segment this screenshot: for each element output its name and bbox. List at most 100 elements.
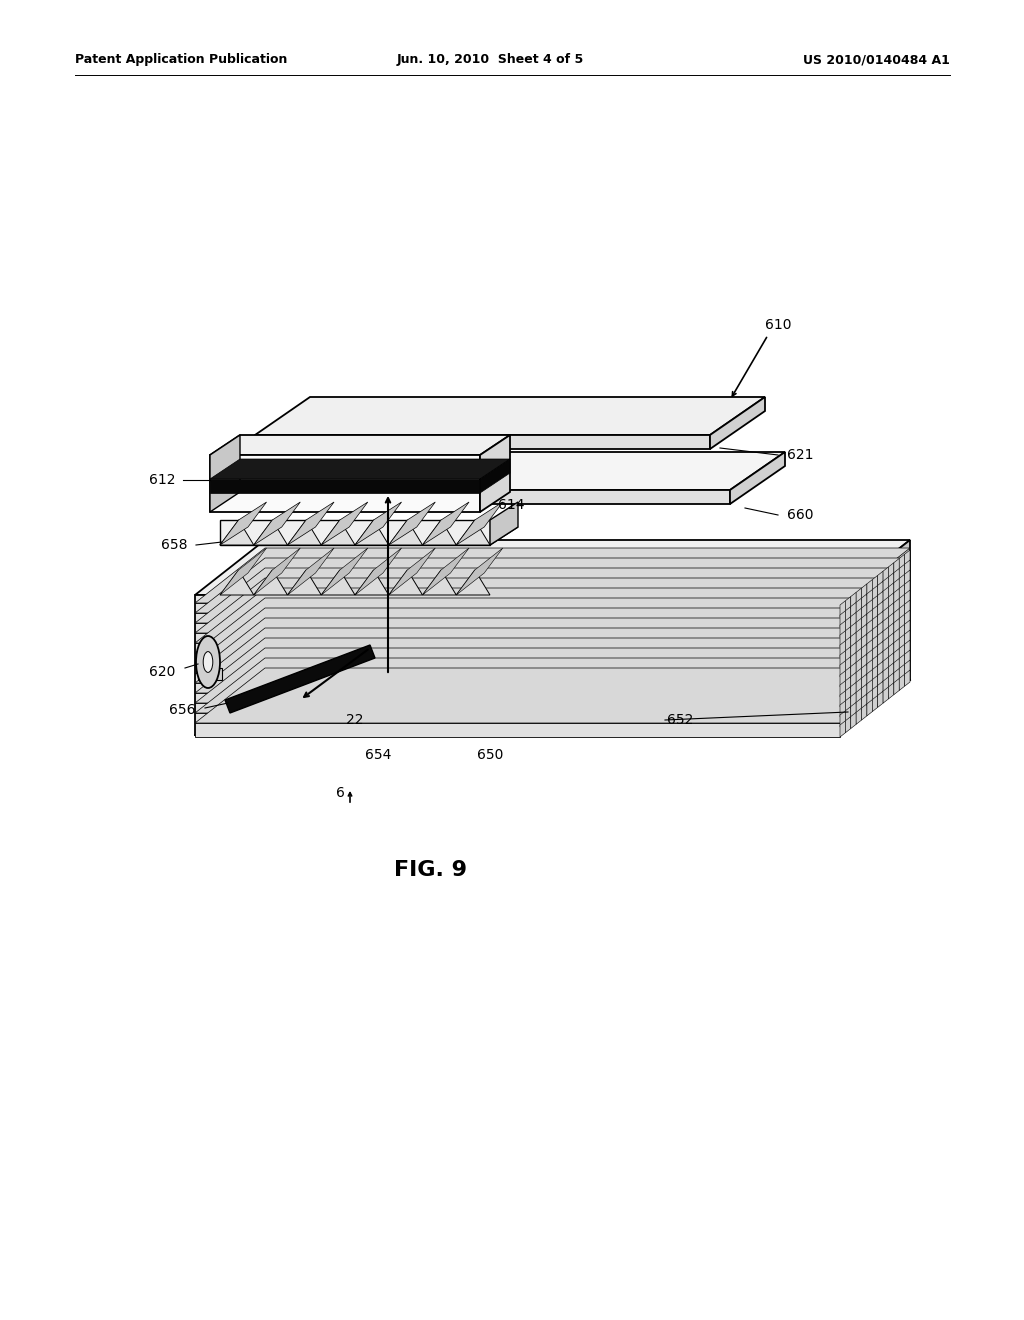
Polygon shape xyxy=(322,548,368,595)
Polygon shape xyxy=(867,649,872,665)
Polygon shape xyxy=(872,576,878,591)
Text: 660: 660 xyxy=(786,508,813,521)
Polygon shape xyxy=(904,550,910,566)
Polygon shape xyxy=(856,708,861,725)
Polygon shape xyxy=(220,520,254,545)
Polygon shape xyxy=(872,615,878,631)
Polygon shape xyxy=(883,647,889,663)
Polygon shape xyxy=(423,570,457,595)
Polygon shape xyxy=(840,721,846,737)
Polygon shape xyxy=(867,610,872,626)
Text: 612: 612 xyxy=(148,473,175,487)
Text: 650: 650 xyxy=(477,748,503,762)
Polygon shape xyxy=(840,631,846,647)
Polygon shape xyxy=(457,570,490,595)
Polygon shape xyxy=(195,612,840,627)
Polygon shape xyxy=(904,630,910,647)
Polygon shape xyxy=(288,570,322,595)
Polygon shape xyxy=(851,702,856,718)
Polygon shape xyxy=(899,574,904,590)
Polygon shape xyxy=(872,585,878,602)
Polygon shape xyxy=(899,655,904,671)
Polygon shape xyxy=(195,598,910,653)
Polygon shape xyxy=(889,603,894,619)
Polygon shape xyxy=(195,723,840,737)
Polygon shape xyxy=(840,651,846,667)
Polygon shape xyxy=(389,570,423,595)
Polygon shape xyxy=(220,502,266,545)
Polygon shape xyxy=(883,667,889,684)
Polygon shape xyxy=(851,682,856,698)
Polygon shape xyxy=(878,631,883,647)
Polygon shape xyxy=(867,660,872,676)
Polygon shape xyxy=(856,589,861,605)
Polygon shape xyxy=(840,701,846,717)
Polygon shape xyxy=(872,676,878,692)
Polygon shape xyxy=(851,713,856,729)
Polygon shape xyxy=(490,502,518,545)
Polygon shape xyxy=(889,632,894,649)
Polygon shape xyxy=(846,706,851,723)
Polygon shape xyxy=(195,578,910,634)
Polygon shape xyxy=(889,673,894,689)
Polygon shape xyxy=(457,502,503,545)
Polygon shape xyxy=(220,570,254,595)
Text: 614: 614 xyxy=(498,498,524,512)
Polygon shape xyxy=(883,686,889,704)
Polygon shape xyxy=(889,593,894,609)
Polygon shape xyxy=(195,634,840,647)
Polygon shape xyxy=(846,636,851,653)
Polygon shape xyxy=(254,502,300,545)
Polygon shape xyxy=(195,609,910,663)
Polygon shape xyxy=(355,520,389,545)
Polygon shape xyxy=(288,548,334,595)
Polygon shape xyxy=(889,643,894,659)
Polygon shape xyxy=(904,671,910,686)
Polygon shape xyxy=(195,623,840,638)
Polygon shape xyxy=(846,717,851,733)
Polygon shape xyxy=(899,664,904,681)
Polygon shape xyxy=(878,681,883,697)
Polygon shape xyxy=(195,638,910,693)
Polygon shape xyxy=(872,696,878,711)
Polygon shape xyxy=(878,642,883,657)
Polygon shape xyxy=(883,616,889,634)
Polygon shape xyxy=(846,656,851,673)
Polygon shape xyxy=(195,682,840,697)
Polygon shape xyxy=(288,520,322,545)
Polygon shape xyxy=(840,540,910,735)
Polygon shape xyxy=(856,668,861,684)
Polygon shape xyxy=(195,540,910,595)
Polygon shape xyxy=(867,590,872,606)
Polygon shape xyxy=(894,668,899,685)
Polygon shape xyxy=(861,684,867,700)
Polygon shape xyxy=(861,594,867,610)
Polygon shape xyxy=(195,548,910,603)
Polygon shape xyxy=(904,620,910,636)
Polygon shape xyxy=(904,601,910,616)
Polygon shape xyxy=(867,669,872,686)
Polygon shape xyxy=(867,680,872,696)
Polygon shape xyxy=(904,560,910,577)
Polygon shape xyxy=(899,585,904,601)
Polygon shape xyxy=(355,570,389,595)
Text: Patent Application Publication: Patent Application Publication xyxy=(75,54,288,66)
Polygon shape xyxy=(856,609,861,624)
Polygon shape xyxy=(389,520,423,545)
Text: 656: 656 xyxy=(169,704,195,717)
Polygon shape xyxy=(210,436,240,512)
Polygon shape xyxy=(878,671,883,688)
Polygon shape xyxy=(195,558,910,612)
Polygon shape xyxy=(856,618,861,635)
Polygon shape xyxy=(195,628,910,682)
Polygon shape xyxy=(878,591,883,607)
Polygon shape xyxy=(904,660,910,676)
Polygon shape xyxy=(195,648,910,704)
Polygon shape xyxy=(861,673,867,690)
Polygon shape xyxy=(195,603,840,616)
Polygon shape xyxy=(867,630,872,645)
Polygon shape xyxy=(872,685,878,702)
Polygon shape xyxy=(851,643,856,659)
Polygon shape xyxy=(851,622,856,639)
Polygon shape xyxy=(894,659,899,675)
